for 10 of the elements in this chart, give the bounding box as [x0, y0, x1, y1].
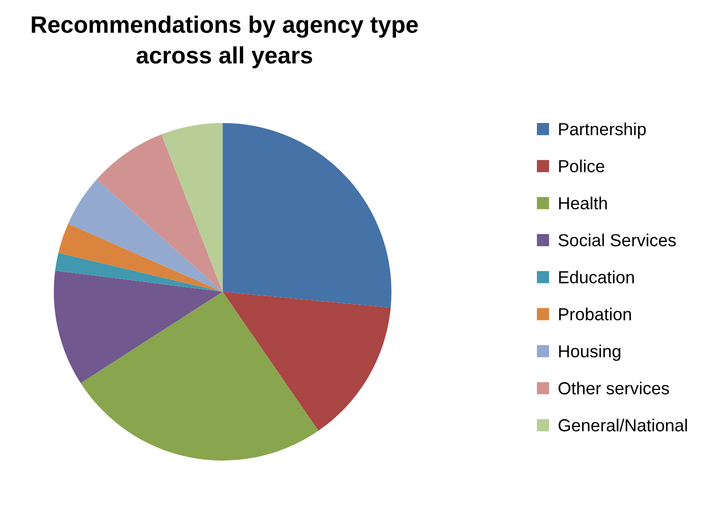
legend-label: Housing [559, 344, 620, 361]
legend-label: Partnership [559, 122, 646, 139]
legend-label: Police [559, 160, 604, 172]
legend-label: Education [559, 270, 634, 284]
legend-label: Probation [559, 308, 631, 320]
legend-label: Health [559, 196, 607, 210]
legend-label: General/National [558, 418, 687, 432]
legend-label: Social Services [558, 234, 676, 246]
chart-title: Recommendations by agency type across all years [32, 16, 418, 68]
legend-label: Other services [558, 382, 670, 394]
